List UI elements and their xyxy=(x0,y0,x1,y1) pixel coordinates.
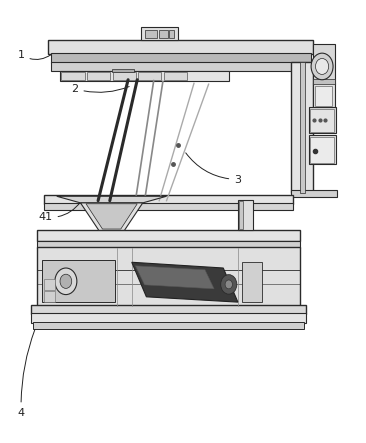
Bar xyxy=(61,72,85,80)
Polygon shape xyxy=(86,204,137,229)
Bar xyxy=(310,137,334,163)
Bar xyxy=(48,40,313,54)
Bar xyxy=(145,30,157,38)
Bar xyxy=(310,109,334,132)
Bar xyxy=(138,72,161,80)
Bar xyxy=(37,247,300,306)
Bar xyxy=(164,72,187,80)
Polygon shape xyxy=(81,203,143,230)
Bar xyxy=(242,262,262,302)
Bar xyxy=(44,291,55,302)
Circle shape xyxy=(55,268,77,295)
Circle shape xyxy=(311,53,333,80)
Bar xyxy=(37,241,300,248)
Bar xyxy=(44,195,293,204)
Bar xyxy=(31,305,306,314)
Circle shape xyxy=(221,275,237,294)
Bar xyxy=(44,279,55,290)
Polygon shape xyxy=(57,196,167,203)
Bar xyxy=(313,79,335,84)
Bar xyxy=(87,72,110,80)
Bar xyxy=(313,83,335,109)
Text: 2: 2 xyxy=(71,84,129,94)
Polygon shape xyxy=(132,262,238,302)
Bar xyxy=(112,69,134,72)
Bar xyxy=(31,313,306,323)
Bar xyxy=(51,62,311,71)
Text: 1: 1 xyxy=(18,50,51,60)
Bar xyxy=(309,107,336,133)
Bar xyxy=(141,27,178,40)
Bar xyxy=(291,190,337,197)
Bar xyxy=(313,44,335,84)
Text: 4: 4 xyxy=(18,330,35,418)
Bar xyxy=(37,230,300,241)
Bar xyxy=(51,53,311,63)
Circle shape xyxy=(315,58,329,74)
Polygon shape xyxy=(135,266,214,289)
Bar xyxy=(113,72,136,80)
Bar xyxy=(60,71,229,81)
Text: 3: 3 xyxy=(186,153,241,185)
Bar xyxy=(239,201,243,229)
Bar xyxy=(159,30,168,38)
Bar xyxy=(42,260,115,302)
Bar xyxy=(309,135,336,164)
Bar xyxy=(291,62,313,193)
Circle shape xyxy=(60,274,72,288)
Text: 41: 41 xyxy=(38,202,81,222)
Bar xyxy=(33,322,304,329)
Bar xyxy=(169,30,174,38)
Bar xyxy=(238,200,253,230)
Bar xyxy=(44,203,293,210)
Circle shape xyxy=(225,280,232,289)
Bar xyxy=(300,62,305,193)
Bar xyxy=(315,86,332,106)
